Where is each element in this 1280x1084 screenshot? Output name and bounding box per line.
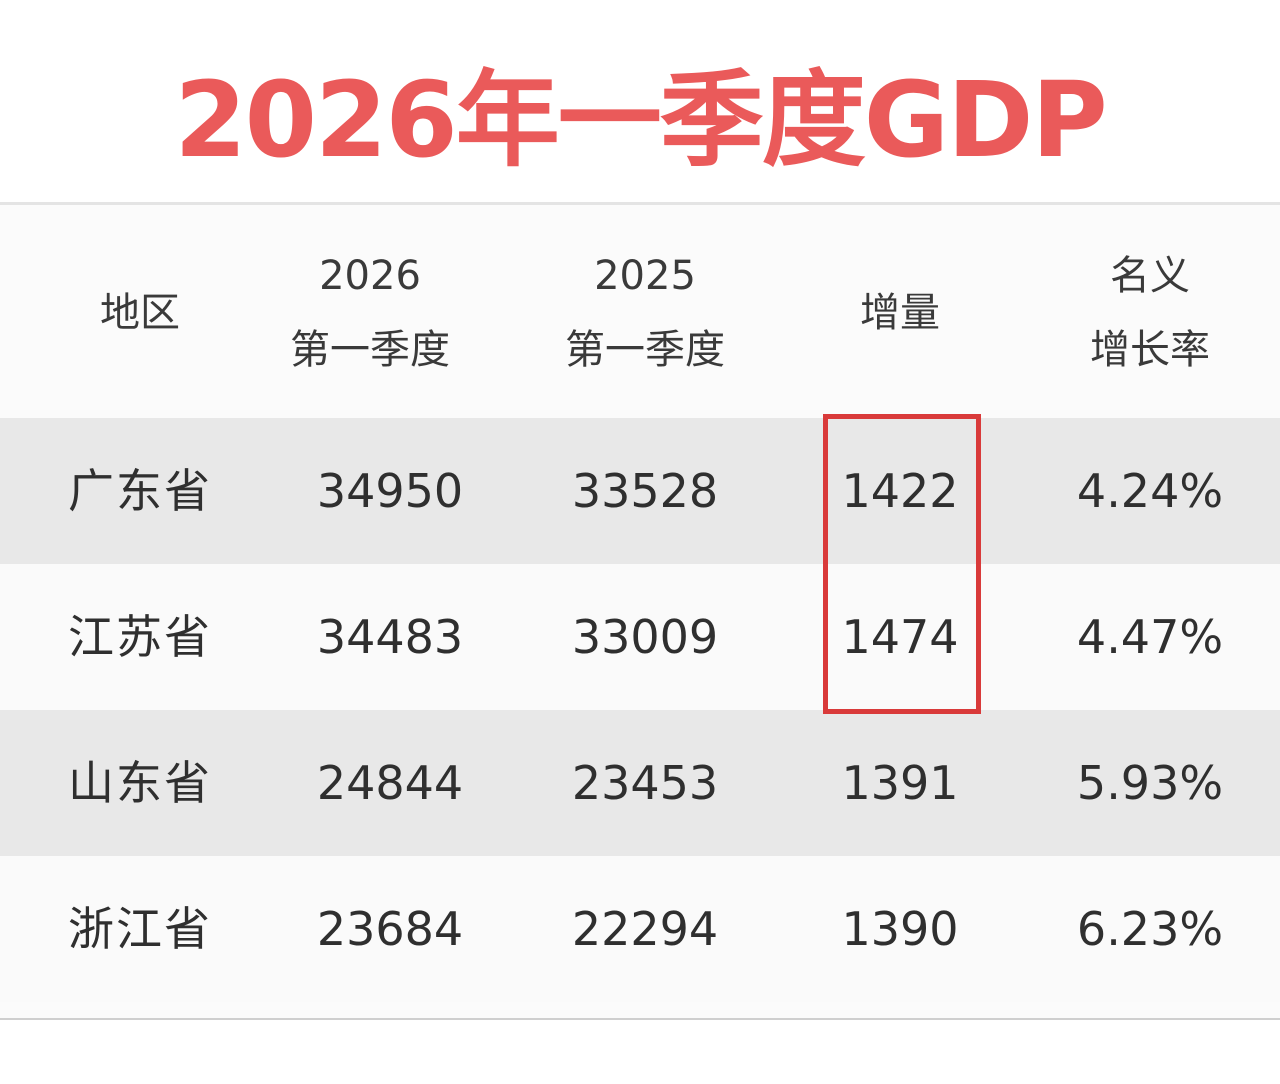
cell-gdp-2026-q1: 23684 — [316, 902, 464, 956]
cell-gdp-2025-q1: 22294 — [571, 902, 719, 956]
header-2025-q1: 2025 第一季度 — [545, 205, 745, 420]
cell-growth-rate: 4.47% — [1076, 610, 1224, 664]
cell-gdp-2026-q1: 34950 — [316, 464, 464, 518]
header-region-label: 地区 — [100, 289, 180, 336]
header-growth-label: 增长率 — [1090, 326, 1210, 373]
cell-region: 浙江省 — [68, 902, 212, 956]
gdp-table: 地区 2026 第一季度 2025 第一季度 增量 名义 增长率 广东省 3495… — [0, 202, 1280, 1020]
header-2025-quarter: 第一季度 — [565, 326, 725, 373]
header-2025-year: 2025 — [594, 252, 696, 299]
header-increase: 增量 — [800, 205, 1000, 420]
table-row: 江苏省 34483 33009 1474 4.47% — [0, 564, 1280, 710]
cell-growth-rate: 4.24% — [1076, 464, 1224, 518]
cell-region: 江苏省 — [68, 610, 212, 664]
cell-growth-rate: 6.23% — [1076, 902, 1224, 956]
header-2026-year: 2026 — [319, 252, 421, 299]
header-2026-q1: 2026 第一季度 — [270, 205, 470, 420]
header-nominal-growth: 名义 增长率 — [1050, 205, 1250, 420]
table-row: 广东省 34950 33528 1422 4.24% — [0, 418, 1280, 564]
header-nominal-label: 名义 — [1110, 252, 1190, 299]
cell-increase: 1390 — [841, 902, 959, 956]
cell-gdp-2025-q1: 33009 — [571, 610, 719, 664]
header-increase-label: 增量 — [860, 289, 940, 336]
cell-region: 广东省 — [68, 464, 212, 518]
cell-increase: 1422 — [841, 464, 959, 518]
header-region: 地区 — [40, 205, 240, 420]
cell-increase: 1391 — [841, 756, 959, 810]
table-row: 山东省 24844 23453 1391 5.93% — [0, 710, 1280, 856]
cell-gdp-2025-q1: 23453 — [571, 756, 719, 810]
cell-gdp-2026-q1: 34483 — [316, 610, 464, 664]
cell-gdp-2026-q1: 24844 — [316, 756, 464, 810]
cell-gdp-2025-q1: 33528 — [571, 464, 719, 518]
cell-region: 山东省 — [68, 756, 212, 810]
table-header-row: 地区 2026 第一季度 2025 第一季度 增量 名义 增长率 — [0, 205, 1280, 420]
header-2026-quarter: 第一季度 — [290, 326, 450, 373]
cell-growth-rate: 5.93% — [1076, 756, 1224, 810]
cell-increase: 1474 — [841, 610, 959, 664]
chart-title: 2026年一季度GDP — [174, 59, 1107, 181]
table-row: 浙江省 23684 22294 1390 6.23% — [0, 856, 1280, 1002]
